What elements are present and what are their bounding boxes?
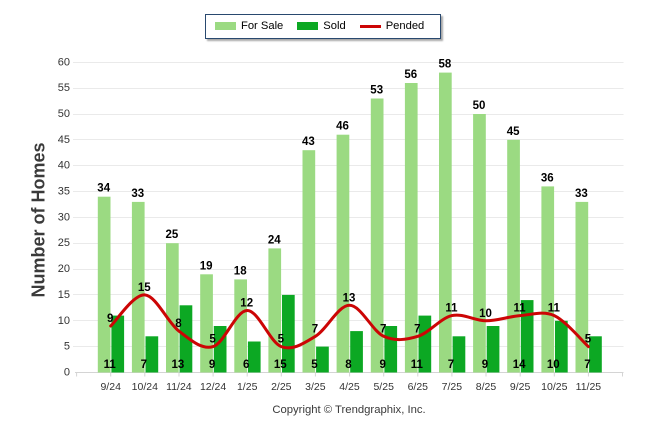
svg-text:12/24: 12/24 (200, 381, 226, 393)
svg-text:5: 5 (64, 341, 70, 353)
svg-text:46: 46 (336, 121, 349, 133)
svg-text:7: 7 (414, 323, 420, 335)
svg-text:9: 9 (107, 313, 113, 325)
svg-text:24: 24 (268, 234, 281, 246)
svg-text:11/25: 11/25 (576, 381, 602, 393)
svg-text:9: 9 (379, 359, 385, 371)
svg-text:25: 25 (166, 229, 179, 241)
svg-text:25: 25 (58, 237, 70, 249)
svg-text:35: 35 (58, 186, 70, 198)
svg-text:7: 7 (448, 359, 454, 371)
svg-text:10: 10 (479, 308, 492, 320)
svg-text:55: 55 (58, 82, 70, 94)
svg-text:9: 9 (209, 359, 215, 371)
svg-text:50: 50 (473, 100, 486, 112)
svg-text:11: 11 (548, 303, 561, 315)
svg-text:9/24: 9/24 (100, 381, 121, 393)
svg-text:7: 7 (584, 359, 590, 371)
svg-text:11: 11 (411, 359, 424, 371)
svg-text:6/25: 6/25 (408, 381, 429, 393)
svg-text:50: 50 (58, 108, 70, 120)
svg-text:11: 11 (104, 359, 117, 371)
svg-text:11: 11 (445, 303, 458, 315)
svg-text:2/25: 2/25 (271, 381, 292, 393)
svg-text:9/25: 9/25 (510, 381, 531, 393)
svg-text:7/25: 7/25 (442, 381, 463, 393)
svg-text:56: 56 (404, 69, 417, 81)
svg-text:10/24: 10/24 (132, 381, 158, 393)
svg-text:5: 5 (585, 334, 592, 346)
svg-text:45: 45 (507, 126, 520, 138)
svg-text:13: 13 (172, 359, 185, 371)
svg-text:12: 12 (240, 298, 253, 310)
svg-text:3/25: 3/25 (305, 381, 326, 393)
svg-text:8: 8 (345, 359, 352, 371)
svg-text:4/25: 4/25 (339, 381, 360, 393)
svg-text:11/24: 11/24 (166, 381, 192, 393)
svg-text:0: 0 (64, 367, 70, 379)
svg-text:33: 33 (575, 188, 588, 200)
svg-text:36: 36 (541, 172, 554, 184)
svg-text:40: 40 (58, 160, 70, 172)
svg-text:19: 19 (200, 260, 213, 272)
svg-text:9: 9 (482, 359, 488, 371)
svg-text:7: 7 (312, 323, 318, 335)
svg-text:5: 5 (278, 334, 285, 346)
svg-text:5: 5 (311, 359, 318, 371)
svg-text:18: 18 (234, 265, 247, 277)
svg-text:6: 6 (243, 359, 249, 371)
svg-text:33: 33 (131, 188, 144, 200)
svg-text:45: 45 (58, 134, 70, 146)
svg-text:5/25: 5/25 (373, 381, 394, 393)
svg-text:15: 15 (274, 359, 287, 371)
svg-text:60: 60 (58, 56, 70, 68)
svg-text:8/25: 8/25 (476, 381, 497, 393)
svg-text:7: 7 (141, 359, 147, 371)
svg-text:34: 34 (97, 183, 110, 195)
svg-text:8: 8 (175, 318, 182, 330)
svg-text:11: 11 (514, 303, 527, 315)
svg-text:14: 14 (513, 359, 526, 371)
svg-text:53: 53 (370, 85, 383, 97)
svg-text:10: 10 (547, 359, 560, 371)
svg-text:10/25: 10/25 (541, 381, 567, 393)
svg-text:7: 7 (380, 323, 386, 335)
svg-text:15: 15 (138, 282, 151, 294)
svg-text:1/25: 1/25 (237, 381, 258, 393)
svg-text:10: 10 (58, 315, 70, 327)
svg-text:13: 13 (343, 292, 356, 304)
svg-text:30: 30 (58, 211, 70, 223)
svg-text:43: 43 (302, 136, 315, 148)
svg-text:20: 20 (58, 263, 70, 275)
svg-text:15: 15 (58, 289, 70, 301)
svg-text:58: 58 (439, 59, 452, 71)
svg-text:5: 5 (209, 334, 216, 346)
